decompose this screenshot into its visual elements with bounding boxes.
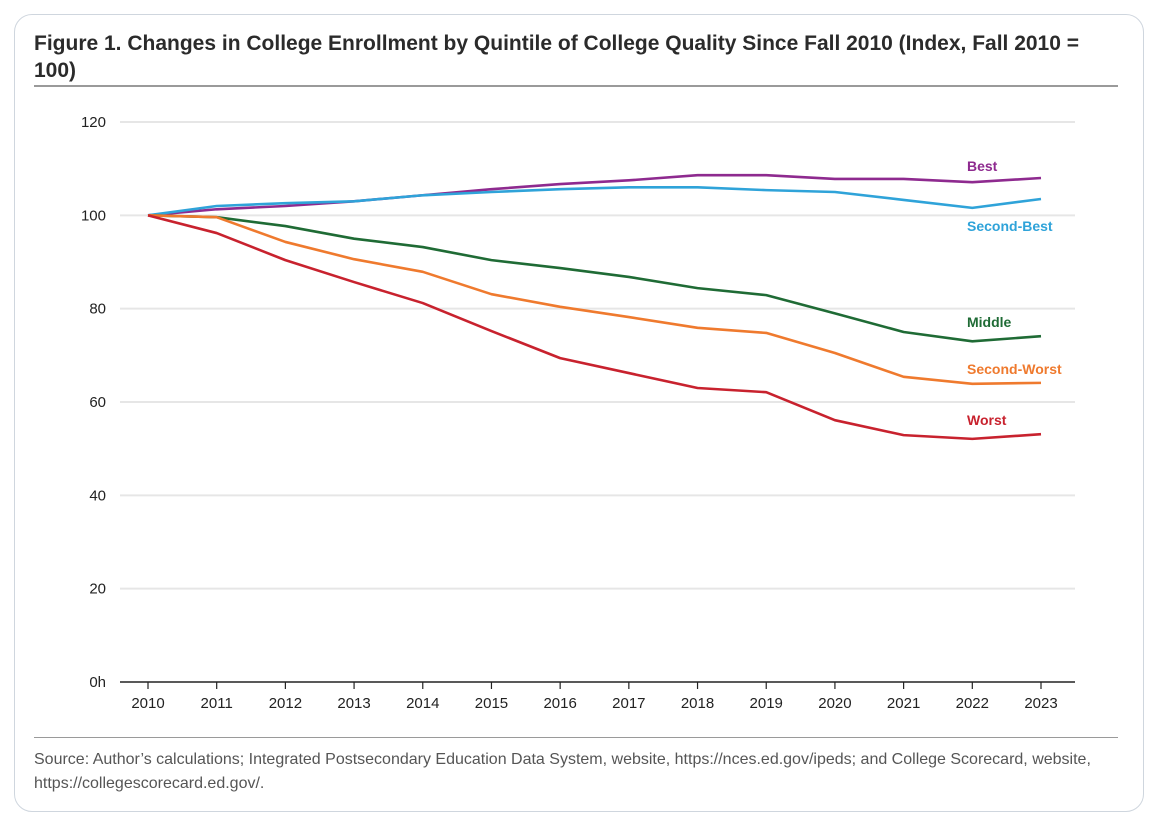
series-label-second-best: Second-Best <box>967 218 1053 234</box>
y-tick-label: 20 <box>89 581 106 598</box>
y-tick-label: 100 <box>81 207 106 224</box>
x-tick-label: 2020 <box>818 695 851 712</box>
series-line-best <box>147 173 1042 217</box>
series-line-second-worst <box>147 214 1042 386</box>
y-tick-label: 60 <box>89 394 106 411</box>
x-tick-label: 2019 <box>750 695 783 712</box>
title-divider <box>34 85 1118 87</box>
x-tick-label: 2013 <box>337 695 370 712</box>
x-tick-label: 2011 <box>201 695 233 712</box>
series-label-worst: Worst <box>967 412 1007 428</box>
chart-card <box>14 14 1144 812</box>
x-tick-label: 2022 <box>956 695 989 712</box>
source-note: Source: Author’s calculations; Integrate… <box>34 751 1091 792</box>
chart-title: Figure 1. Changes in College Enrollment … <box>34 32 1080 82</box>
x-tick-label: 2014 <box>406 695 439 712</box>
x-tick-label: 2010 <box>131 695 164 712</box>
series-label-middle: Middle <box>967 314 1012 330</box>
series-line-worst <box>147 214 1042 441</box>
series-label-second-worst: Second-Worst <box>967 361 1062 377</box>
x-tick-label: 2016 <box>543 695 576 712</box>
series-line-second-best <box>147 186 1042 217</box>
y-tick-label: 120 <box>81 114 106 131</box>
y-tick-label: 80 <box>89 301 106 318</box>
x-tick-label: 2017 <box>612 695 645 712</box>
x-tick-label: 2012 <box>269 695 302 712</box>
source-divider <box>34 737 1118 738</box>
x-tick-label: 2021 <box>887 695 920 712</box>
y-tick-label: 40 <box>89 487 106 504</box>
x-tick-label: 2023 <box>1024 695 1057 712</box>
y-tick-label: 0h <box>89 674 106 691</box>
series-label-best: Best <box>967 158 998 174</box>
x-tick-label: 2018 <box>681 695 714 712</box>
x-tick-label: 2015 <box>475 695 508 712</box>
series-line-middle <box>147 214 1042 343</box>
